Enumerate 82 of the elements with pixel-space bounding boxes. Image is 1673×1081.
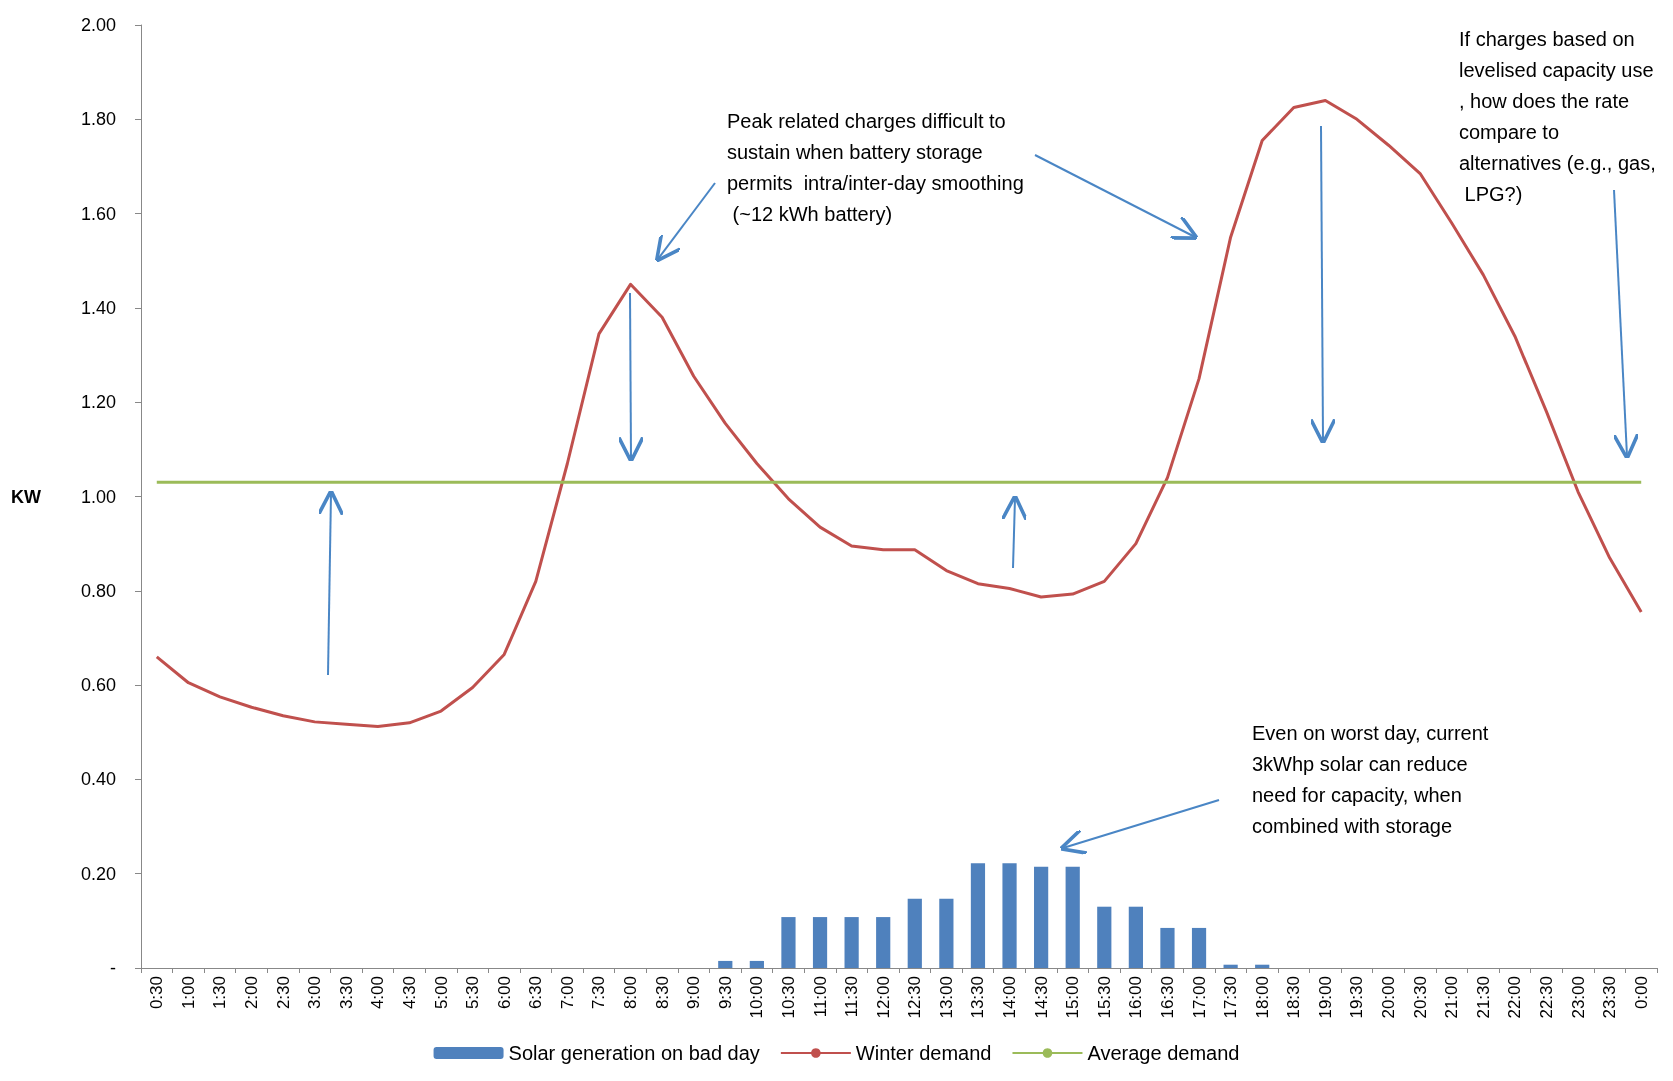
x-tick-label: 4:30 xyxy=(399,976,419,1010)
annotation: Even on worst day, current 3kWhp solar can reduce need for capacity, when combined with storage xyxy=(1252,721,1494,837)
bar xyxy=(1160,927,1175,968)
x-tick-label: 11:30 xyxy=(842,976,862,1018)
x-tick-label: 1:30 xyxy=(210,976,230,1010)
annotation: Peak related charges difficult to sustain when battery storage permits intra/inter-day smoothing (~12 kWh battery) xyxy=(727,109,1024,225)
bar xyxy=(1065,866,1080,968)
x-tick-label: 8:00 xyxy=(621,976,641,1010)
legend-label: Winter demand xyxy=(855,1042,992,1064)
x-tick-label: 0:00 xyxy=(1631,976,1651,1010)
x-tick-label: 2:00 xyxy=(242,976,262,1010)
x-tick-label: 6:30 xyxy=(526,976,546,1010)
x-tick-label: 13:00 xyxy=(936,976,956,1019)
x-tick-label: 14:30 xyxy=(1031,976,1051,1019)
x-tick-label: 5:30 xyxy=(463,976,483,1010)
x-tick-label: 10:00 xyxy=(747,976,767,1019)
y-tick-label: 2.00 xyxy=(80,15,116,35)
bar xyxy=(1002,863,1017,968)
bar xyxy=(1034,866,1049,968)
x-tick-label: 17:30 xyxy=(1221,976,1241,1019)
x-tick-label: 21:30 xyxy=(1473,976,1493,1019)
x-tick-label: 12:30 xyxy=(905,976,925,1019)
x-tick-label: 16:00 xyxy=(1126,976,1146,1019)
annotation: If charges based on levelised capacity use, how does the rate compare to alternatives (e.g., gas, LPG?) xyxy=(1459,27,1656,205)
x-tick-label: 7:30 xyxy=(589,976,609,1010)
y-tick-label: 0.60 xyxy=(80,675,116,696)
x-tick-label: 23:30 xyxy=(1600,976,1620,1019)
x-tick-label: 10:30 xyxy=(778,976,798,1019)
x-tick-label: 20:00 xyxy=(1379,976,1399,1019)
x-tick-label: 11:00 xyxy=(810,976,830,1018)
x-tick-label: 16:30 xyxy=(1157,976,1177,1019)
y-tick-label: 0.20 xyxy=(80,863,116,884)
y-tick-label: 1.00 xyxy=(80,486,116,507)
bar xyxy=(970,863,986,968)
x-tick-label: 21:00 xyxy=(1442,976,1462,1019)
x-tick-label: 17:00 xyxy=(1189,976,1209,1019)
x-tick-label: 19:00 xyxy=(1315,976,1335,1019)
x-tick-label: 9:00 xyxy=(684,976,704,1010)
x-tick-label: 22:00 xyxy=(1505,976,1525,1019)
legend-label: Solar generation on bad day xyxy=(508,1042,760,1064)
y-tick-label: 1.80 xyxy=(80,109,116,130)
bar xyxy=(781,917,796,968)
bar xyxy=(749,960,764,968)
x-tick-label: 19:30 xyxy=(1347,976,1367,1019)
bar xyxy=(718,960,733,968)
y-tick-label: 1.20 xyxy=(80,392,116,413)
x-tick-label: 13:30 xyxy=(968,976,988,1019)
bar xyxy=(907,898,922,968)
y-tick-label: 0.40 xyxy=(80,769,116,790)
x-tick-label: 22:30 xyxy=(1536,976,1556,1019)
x-tick-label: 18:00 xyxy=(1252,976,1272,1019)
x-tick-label: 7:00 xyxy=(557,976,577,1010)
y-tick-label: - xyxy=(109,958,116,978)
x-tick-label: 18:30 xyxy=(1284,976,1304,1019)
x-tick-label: 15:30 xyxy=(1094,976,1114,1019)
bar xyxy=(1128,906,1143,968)
x-tick-label: 20:30 xyxy=(1410,976,1430,1019)
bar xyxy=(876,917,891,968)
bar xyxy=(939,898,954,968)
x-tick-label: 15:00 xyxy=(1063,976,1083,1019)
x-tick-label: 3:30 xyxy=(336,976,356,1010)
y-tick-label: 1.40 xyxy=(80,297,116,318)
y-tick-label: 1.60 xyxy=(80,203,116,224)
x-tick-label: 0:30 xyxy=(147,976,167,1010)
bar xyxy=(1191,927,1207,968)
x-tick-label: 9:30 xyxy=(715,976,735,1010)
legend-label: Average demand xyxy=(1087,1042,1240,1064)
x-tick-label: 2:30 xyxy=(273,976,293,1010)
bar xyxy=(812,917,828,968)
y-tick-label: 0.80 xyxy=(80,580,116,601)
x-tick-label: 1:00 xyxy=(178,976,198,1010)
bar xyxy=(1097,906,1112,968)
x-tick-label: 23:00 xyxy=(1568,976,1588,1019)
x-tick-label: 14:00 xyxy=(1000,976,1020,1019)
x-tick-label: 4:00 xyxy=(368,976,388,1010)
bar xyxy=(844,917,859,968)
x-tick-label: 12:00 xyxy=(873,976,893,1019)
y-axis-title: KW xyxy=(10,486,41,507)
x-tick-label: 8:30 xyxy=(652,976,672,1010)
x-tick-label: 6:00 xyxy=(494,976,514,1010)
x-tick-label: 5:00 xyxy=(431,976,451,1010)
x-tick-label: 3:00 xyxy=(305,976,325,1010)
